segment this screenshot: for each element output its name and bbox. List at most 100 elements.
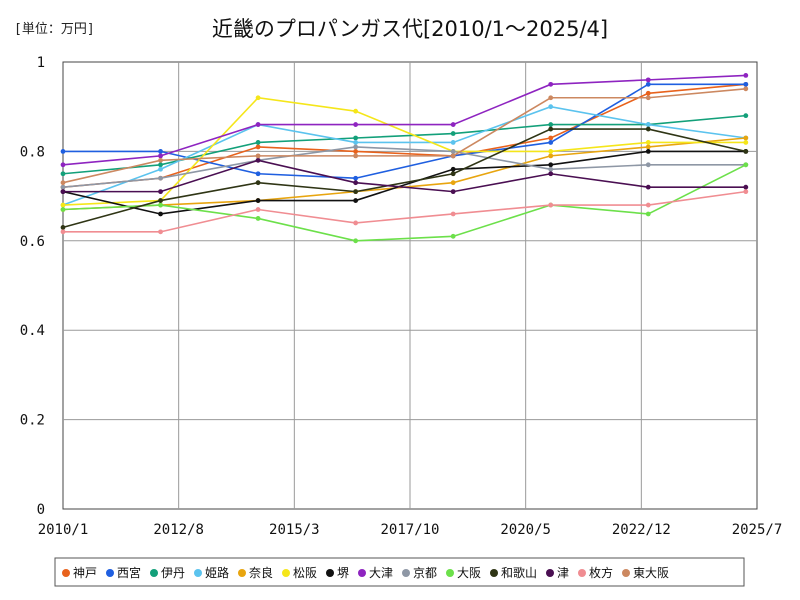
legend-marker: [402, 569, 410, 577]
data-point: [158, 211, 163, 217]
data-point: [548, 122, 554, 127]
data-point: [645, 149, 651, 154]
data-point: [645, 140, 651, 145]
data-point: [548, 126, 554, 132]
data-point: [60, 180, 66, 186]
data-point: [60, 189, 66, 195]
y-tick-label: 1: [37, 55, 45, 71]
data-point: [743, 162, 749, 168]
data-point: [645, 202, 651, 208]
data-point: [158, 162, 163, 168]
data-point: [548, 166, 554, 172]
data-point: [60, 184, 66, 190]
unit-label: [単位：万円]: [14, 21, 95, 37]
legend-marker: [546, 569, 554, 577]
data-point: [743, 81, 749, 87]
chart-title: 近畿のプロパンガス代[2010/1～2025/4]: [212, 17, 608, 41]
legend-label: 松阪: [293, 566, 317, 580]
legend-label: 大津: [369, 566, 393, 580]
y-tick-label: 0.6: [20, 234, 45, 250]
x-tick-label: 2012/8: [153, 522, 204, 538]
legend-label: 西宮: [117, 565, 141, 580]
data-point: [255, 207, 261, 212]
data-point: [60, 171, 66, 177]
y-tick-label: 0.2: [20, 413, 45, 429]
data-point: [743, 86, 749, 92]
data-point: [353, 198, 359, 203]
data-point: [450, 180, 456, 186]
data-point: [450, 149, 456, 154]
legend-marker: [62, 569, 70, 577]
data-point: [450, 171, 456, 177]
data-point: [158, 166, 163, 172]
legend-marker: [578, 569, 586, 577]
legend-marker: [106, 569, 114, 577]
series-line: [63, 159, 746, 193]
y-tick-label: 0.4: [20, 323, 45, 339]
series-line: [62, 74, 746, 166]
data-point: [60, 202, 66, 208]
x-tick-label: 2020/5: [500, 522, 551, 538]
data-point: [353, 238, 359, 244]
legend-marker: [326, 569, 334, 577]
data-point: [645, 184, 651, 190]
data-point: [353, 220, 359, 226]
series-lines: [60, 73, 749, 244]
data-point: [645, 211, 651, 217]
data-point: [450, 131, 456, 136]
data-point: [450, 211, 456, 217]
data-point: [548, 104, 554, 110]
x-tick-label: 2022/12: [612, 522, 671, 538]
data-point: [743, 140, 749, 145]
data-point: [255, 122, 261, 127]
data-point: [548, 202, 554, 208]
data-point: [353, 175, 359, 181]
series-line: [62, 96, 746, 206]
data-point: [60, 162, 66, 168]
x-tick-label: 2025/7: [732, 522, 783, 538]
data-point: [158, 202, 163, 208]
data-point: [353, 108, 359, 114]
legend-label: 京都: [413, 566, 437, 580]
legend-label: 大阪: [457, 566, 481, 580]
data-point: [60, 224, 66, 230]
data-point: [645, 162, 651, 168]
gridlines: [63, 62, 757, 509]
data-point: [255, 95, 261, 101]
x-tick-label: 2010/1: [38, 522, 89, 538]
data-point: [450, 166, 456, 172]
legend-marker: [358, 569, 366, 577]
series-line: [62, 83, 746, 188]
data-point: [645, 126, 651, 132]
legend-label: 枚方: [589, 565, 613, 580]
data-point: [255, 153, 261, 159]
data-point: [645, 95, 651, 101]
legend-marker: [150, 569, 158, 577]
data-point: [353, 189, 359, 195]
data-point: [158, 198, 163, 203]
data-point: [353, 180, 359, 186]
data-point: [60, 229, 66, 235]
data-point: [255, 140, 261, 145]
legend-label: 堺: [337, 566, 349, 580]
x-axis-ticks: 2010/1 2012/8 2015/3 2017/10 2020/5 2022/12 20…: [38, 522, 783, 538]
data-point: [158, 229, 163, 235]
x-tick-label: 2015/3: [269, 522, 320, 538]
data-point: [255, 171, 261, 177]
legend-marker: [622, 569, 630, 577]
legend-marker: [194, 569, 202, 577]
legend-label: 姫路: [205, 565, 229, 580]
legend-label: 伊丹: [161, 566, 185, 580]
data-point: [548, 171, 554, 177]
data-point: [255, 216, 261, 221]
data-point: [353, 135, 359, 141]
series-line: [62, 150, 746, 215]
series-line: [63, 83, 746, 180]
legend-label: 神戸: [73, 566, 97, 580]
data-point: [353, 144, 359, 150]
legend-marker: [446, 569, 454, 577]
data-point: [353, 153, 359, 159]
y-axis-ticks: 0 0.2 0.4 0.6 0.8 1: [20, 55, 45, 518]
legend-marker: [238, 569, 246, 577]
data-point: [645, 77, 651, 83]
